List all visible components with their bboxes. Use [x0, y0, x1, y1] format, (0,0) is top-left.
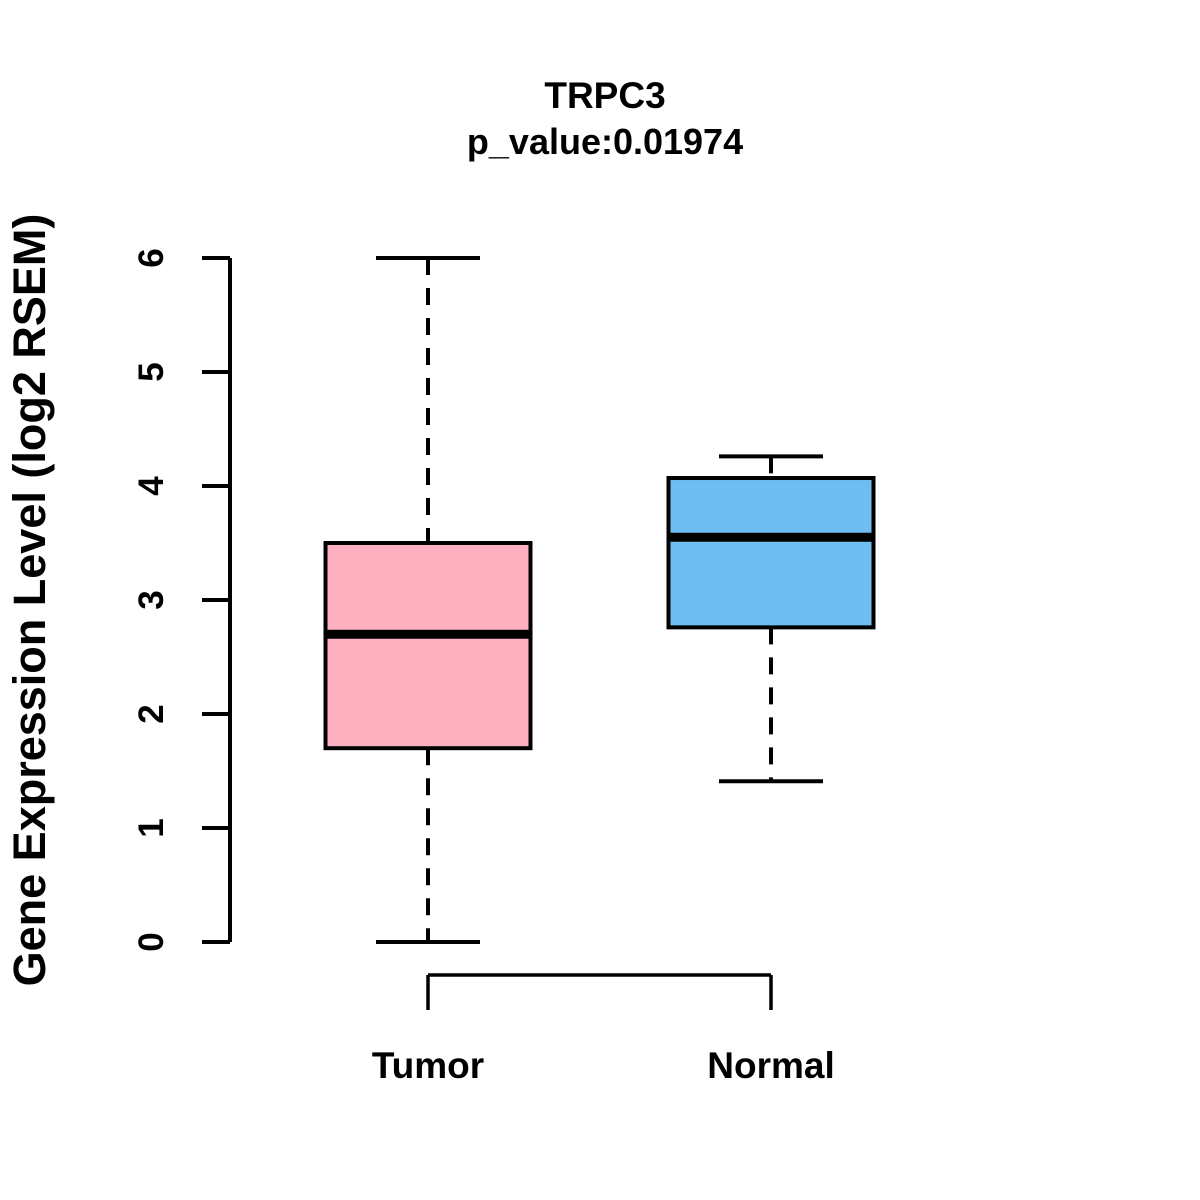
y-tick-label: 4	[132, 476, 171, 496]
chart-title: TRPC3	[544, 75, 665, 116]
x-axis: Tumor Normal	[372, 973, 835, 1086]
y-tick-label: 1	[132, 818, 171, 837]
box-tumor	[323, 541, 533, 751]
boxes-layer	[323, 256, 876, 944]
y-axis: 0 1 2 3 4 5 6	[132, 248, 232, 952]
y-tick-label: 2	[132, 704, 171, 723]
y-axis-title: Gene Expression Level (log2 RSEM)	[4, 214, 55, 987]
x-category-label-tumor: Tumor	[372, 1045, 484, 1086]
y-tick-label: 0	[132, 932, 171, 951]
x-category-label-normal: Normal	[707, 1045, 834, 1086]
y-tick-label: 3	[132, 590, 171, 609]
y-tick-label: 5	[132, 362, 171, 381]
y-tick-label: 6	[132, 248, 171, 267]
box-normal	[666, 476, 876, 630]
p-value-label: p_value:0.01974	[467, 121, 743, 162]
